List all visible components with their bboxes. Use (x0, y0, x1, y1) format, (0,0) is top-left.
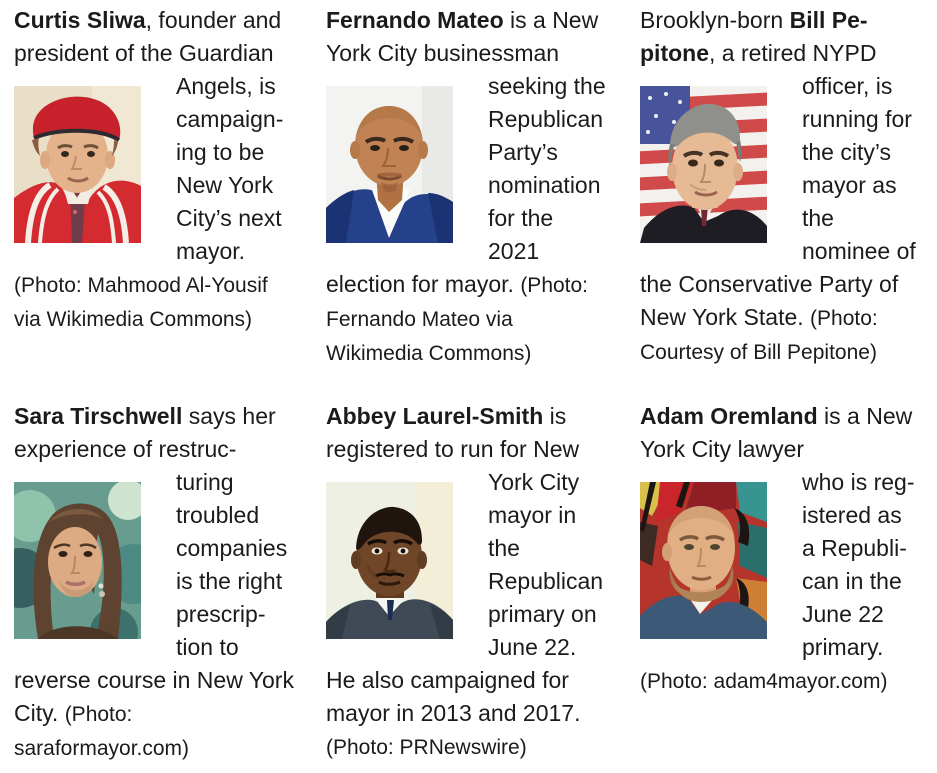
portrait-photo-fernando-mateo (326, 86, 453, 243)
profile-rest: who is reg­istered as a Republi­can in t… (802, 469, 915, 660)
profile-intro: , founder and president of the Guardian (14, 7, 282, 66)
profile-intro: is registered to run for New (326, 403, 580, 462)
candidate-name: Adam Oremland (640, 403, 818, 429)
photo-credit: (Photo: Mahmood Al-Yousif via Wikimedia … (14, 274, 268, 331)
portrait-photo-sara-tirschwell (14, 482, 141, 639)
profile-pre-text: Brooklyn-born (640, 7, 790, 33)
candidate-name: Sara Tirschwell (14, 403, 183, 429)
photo-credit: (Photo: Fernando Mateo via Wikimedia Com… (326, 274, 589, 365)
profile-intro: is a New York City businessman (326, 7, 599, 66)
profile-card-sara-tirschwell: Sara Tirschwell says her experience of r… (0, 394, 312, 773)
profile-rest: turing troubled companies is the right p… (14, 469, 294, 726)
photo-credit: (Photo: saraformayor.com) (14, 703, 190, 760)
candidate-name: Bill Pe­pitone (640, 7, 868, 66)
profile-text: Brooklyn-born Bill Pe­pitone, a retired … (640, 4, 920, 369)
candidate-name: Curtis Sliwa (14, 7, 146, 33)
profile-rest: officer, is running for the city’s mayor… (640, 73, 916, 330)
profile-card-abbey-laurel-smith: Abbey Laurel-Smith is registered to run … (312, 394, 626, 773)
portrait-photo-adam-oremland (640, 482, 767, 639)
profile-card-adam-oremland: Adam Oremland is a New York City lawyer (626, 394, 937, 773)
profile-text: Abbey Laurel-Smith is registered to run … (326, 400, 606, 764)
profile-rest: seeking the Republican Party’s nomina­ti… (326, 73, 606, 297)
profile-text: Curtis Sliwa, founder and president of t… (14, 4, 294, 336)
candidate-name: Fernando Mateo (326, 7, 504, 33)
photo-credit: (Photo: adam4mayor.com) (640, 670, 888, 693)
profile-intro: says her experience of restruc- (14, 403, 276, 462)
profile-text: Sara Tirschwell says her experience of r… (14, 400, 294, 765)
profile-text: Adam Oremland is a New York City lawyer (640, 400, 920, 698)
photo-credit: (Photo: Courtesy of Bill Pepitone) (640, 307, 878, 364)
profile-card-bill-pepitone: Brooklyn-born Bill Pe­pitone, a retired … (626, 0, 937, 394)
profile-rest: York City mayor in the Republican primar… (326, 469, 604, 726)
profile-rest: Angels, is campaign­ing to be New York C… (176, 73, 284, 264)
candidate-name: Abbey Laurel-Smith (326, 403, 544, 429)
portrait-photo-bill-pepitone (640, 86, 767, 243)
profile-card-curtis-sliwa: Curtis Sliwa, founder and president of t… (0, 0, 312, 394)
photo-credit: (Photo: PRNewswire) (326, 736, 527, 759)
profile-card-fernando-mateo: Fernando Mateo is a New York City busine… (312, 0, 626, 394)
profile-text: Fernando Mateo is a New York City busine… (326, 4, 606, 370)
profile-intro: , a retired NYPD (709, 40, 877, 66)
profile-intro: is a New York City lawyer (640, 403, 913, 462)
portrait-photo-curtis-sliwa (14, 86, 141, 243)
portrait-photo-abbey-laurel-smith (326, 482, 453, 639)
